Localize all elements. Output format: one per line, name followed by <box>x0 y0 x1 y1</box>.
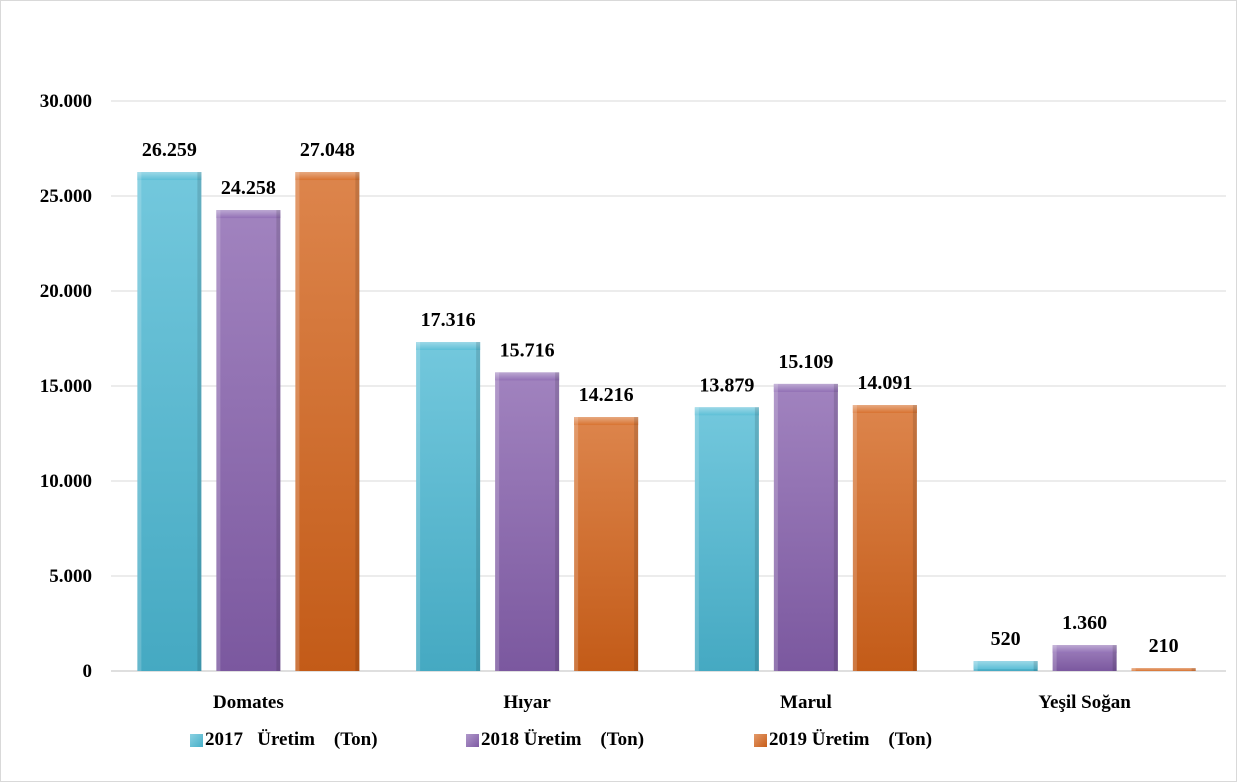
bar <box>1052 645 1117 671</box>
data-labels: 26.259 24.258 27.048 17.316 15.716 14.216 13.8… <box>142 139 1179 657</box>
legend-item: 2018 Üretim (Ton) <box>466 726 644 754</box>
legend-label: 2018 Üretim (Ton) <box>481 729 645 750</box>
data-label: 210 <box>1149 635 1179 657</box>
bar <box>216 210 281 671</box>
bar <box>973 661 1038 671</box>
data-label: 27.048 <box>300 139 355 161</box>
bar-chart: 0 5.000 10.000 15.000 20.000 25.000 30.000 26.… <box>40 91 1226 713</box>
data-label: 17.316 <box>421 309 476 331</box>
y-tick-label: 25.000 <box>40 186 92 207</box>
data-label: 1.360 <box>1062 612 1107 634</box>
y-tick-label: 30.000 <box>40 91 92 112</box>
bar <box>137 172 202 672</box>
legend-swatch <box>754 733 767 747</box>
legend-item: 2019 Üretim (Ton) <box>754 726 932 754</box>
legend-swatch <box>190 733 203 747</box>
x-tick-label: Hıyar <box>503 692 551 713</box>
y-tick-label: 15.000 <box>40 376 92 397</box>
x-tick-label: Yeşil Soğan <box>1038 692 1131 713</box>
data-label: 24.258 <box>221 177 276 199</box>
bar <box>295 172 360 672</box>
bar <box>416 341 481 671</box>
y-tick-label: 5.000 <box>49 566 92 587</box>
legend-label: 2017 Üretim (Ton) <box>205 729 378 750</box>
bar <box>694 407 759 671</box>
data-label: 15.716 <box>500 339 555 361</box>
y-tick-label: 20.000 <box>40 281 92 302</box>
data-label: 13.879 <box>699 374 754 396</box>
legend-item: 2017 Üretim (Ton) <box>190 726 378 754</box>
data-label: 15.109 <box>778 351 833 373</box>
bar <box>495 372 560 671</box>
x-tick-label: Domates <box>213 692 284 713</box>
bar <box>773 383 838 671</box>
data-label: 26.259 <box>142 139 197 161</box>
y-axis: 0 5.000 10.000 15.000 20.000 25.000 30.000 <box>40 91 92 682</box>
legend: 2017 Üretim (Ton) 2018 Üretim (Ton) 2019 Ü… <box>1 726 1237 754</box>
bars <box>137 172 1196 672</box>
bar <box>574 417 639 671</box>
y-tick-label: 0 <box>83 661 93 682</box>
y-tick-label: 10.000 <box>40 471 92 492</box>
x-tick-label: Marul <box>780 692 832 713</box>
x-axis: Domates Hıyar Marul Yeşil Soğan <box>213 692 1131 713</box>
data-label: 520 <box>991 628 1021 650</box>
data-label: 14.216 <box>579 384 634 406</box>
data-label: 14.091 <box>857 372 912 394</box>
legend-swatch <box>466 733 479 747</box>
bar <box>1131 668 1196 671</box>
bar <box>852 405 917 671</box>
legend-label: 2019 Üretim (Ton) <box>769 729 933 750</box>
